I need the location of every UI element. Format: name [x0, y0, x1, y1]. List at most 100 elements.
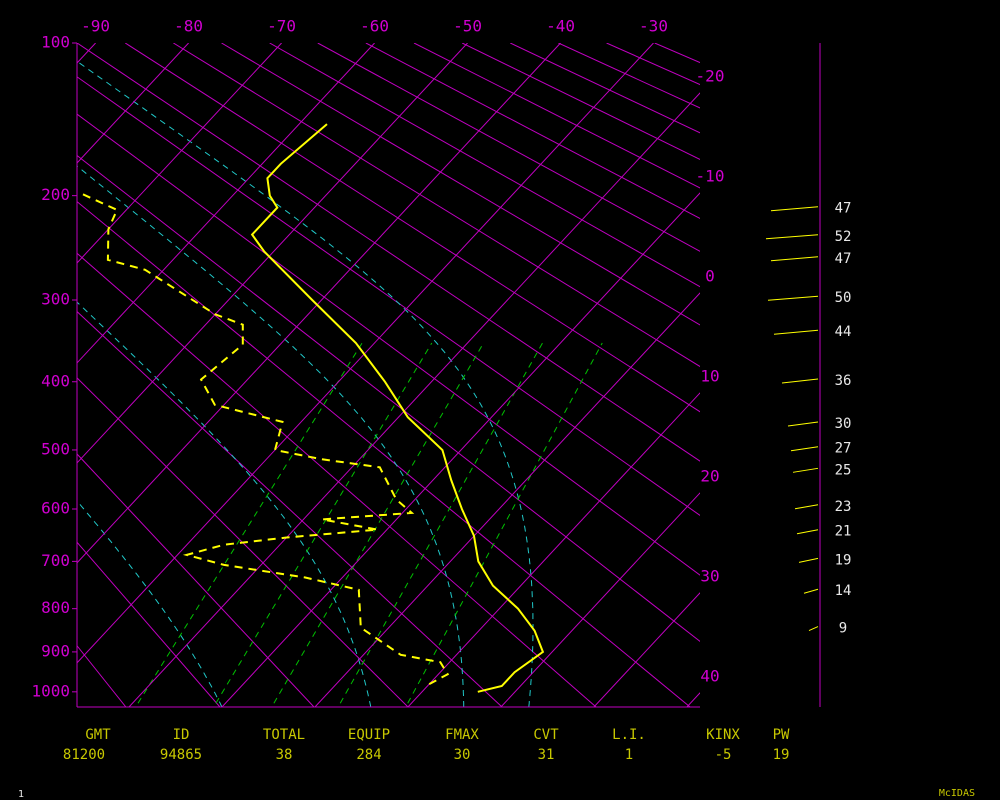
stat-value: 30 — [454, 747, 471, 763]
wind-speed-label: 44 — [835, 324, 852, 340]
pressure-label: 700 — [41, 551, 70, 570]
pressure-label: 500 — [41, 439, 70, 458]
isotherm — [77, 43, 375, 364]
isotherm — [77, 43, 561, 564]
isotherm — [314, 292, 700, 707]
pressure-label: 100 — [41, 33, 70, 52]
pressure-label: 200 — [41, 185, 70, 204]
top-temperature-label: -70 — [267, 17, 296, 36]
stat-value: 81200 — [63, 747, 105, 763]
top-temperature-label: -60 — [360, 17, 389, 36]
pressure-label: 900 — [41, 641, 70, 660]
mixing-ratio-line — [273, 342, 484, 704]
top-temperature-label: -80 — [174, 17, 203, 36]
wind-speed-label: 9 — [839, 621, 847, 637]
dry-adiabat — [173, 43, 700, 368]
wind-speed-label: 23 — [835, 499, 852, 515]
isotherm — [500, 492, 700, 707]
isotherm — [77, 43, 468, 464]
isotherm — [77, 43, 189, 164]
pressure-label: 1000 — [31, 681, 70, 700]
wind-speed-label: 21 — [835, 524, 852, 540]
right-temperature-label: 40 — [700, 666, 719, 685]
pressure-label: 600 — [41, 499, 70, 518]
mixing-ratio-line — [215, 342, 433, 704]
wind-speed-label: 25 — [835, 462, 852, 478]
wind-barb — [808, 626, 819, 632]
wind-speed-label: 27 — [835, 441, 852, 457]
stat-header: TOTAL — [263, 727, 305, 743]
dry-adiabat — [77, 113, 700, 576]
wind-speed-label: 47 — [835, 251, 852, 267]
top-temperature-label: -30 — [639, 17, 668, 36]
stat-value: 38 — [276, 747, 293, 763]
wind-speed-label: 52 — [835, 229, 852, 245]
dry-adiabat — [317, 43, 700, 252]
pressure-label: 300 — [41, 290, 70, 309]
dry-adiabat — [77, 76, 700, 516]
right-temperature-label: 30 — [700, 566, 719, 585]
stat-header: GMT — [85, 727, 111, 743]
dry-adiabat — [77, 252, 597, 707]
wind-speed-label: 50 — [835, 290, 852, 306]
stat-header: L.I. — [612, 727, 646, 743]
dry-adiabat — [269, 43, 700, 288]
wind-barb — [790, 446, 819, 452]
wind-barb — [803, 588, 819, 594]
mixing-ratio-line — [137, 342, 363, 704]
right-temperature-label: -20 — [696, 66, 725, 85]
moist-adiabat — [77, 165, 465, 707]
wind-barb — [767, 295, 819, 301]
stat-header: CVT — [533, 727, 559, 743]
dry-adiabat — [77, 154, 700, 643]
wind-barb — [787, 421, 819, 427]
temperature-line — [250, 123, 545, 693]
isotherm — [407, 392, 700, 707]
isotherm — [128, 92, 700, 707]
dry-adiabat — [461, 43, 700, 160]
stat-value: 31 — [538, 747, 555, 763]
moist-adiabat — [77, 60, 534, 707]
pressure-label: 800 — [41, 598, 70, 617]
stat-value: 19 — [773, 747, 790, 763]
wind-speed-label: 36 — [835, 373, 852, 389]
wind-barb — [770, 256, 819, 262]
dry-adiabat — [77, 200, 691, 707]
isotherm — [77, 43, 654, 664]
stat-header: EQUIP — [348, 727, 390, 743]
plot-area — [77, 43, 700, 707]
pressure-label: 400 — [41, 371, 70, 390]
isotherm — [593, 592, 700, 707]
stat-value: 1 — [625, 747, 633, 763]
wind-barb — [792, 467, 819, 473]
wind-speed-label: 14 — [835, 583, 852, 599]
top-temperature-label: -40 — [546, 17, 575, 36]
right-temperature-label: -10 — [696, 166, 725, 185]
wind-barb — [794, 504, 819, 510]
dry-adiabat — [77, 453, 315, 707]
isotherm — [221, 192, 700, 707]
dry-adiabat — [77, 43, 700, 462]
dry-adiabat — [365, 43, 700, 219]
wind-barb — [781, 378, 819, 384]
dry-adiabat — [413, 43, 700, 189]
stat-header: FMAX — [445, 727, 479, 743]
wind-speed-label: 47 — [835, 201, 852, 217]
wind-speed-label: 30 — [835, 416, 852, 432]
moist-adiabat — [77, 301, 372, 707]
wind-barb — [798, 557, 819, 563]
dry-adiabat — [124, 43, 700, 413]
footer-right: McIDAS — [939, 788, 975, 799]
dewpoint-line — [77, 191, 450, 685]
stat-value: 284 — [356, 747, 381, 763]
mixing-ratio-line — [407, 342, 603, 704]
wind-speed-label: 19 — [835, 552, 852, 568]
wind-barb — [773, 329, 819, 335]
stat-value: 94865 — [160, 747, 202, 763]
wind-barb — [765, 234, 819, 240]
dry-adiabat — [77, 310, 503, 707]
stat-header: ID — [173, 727, 190, 743]
isotherm — [77, 43, 282, 264]
